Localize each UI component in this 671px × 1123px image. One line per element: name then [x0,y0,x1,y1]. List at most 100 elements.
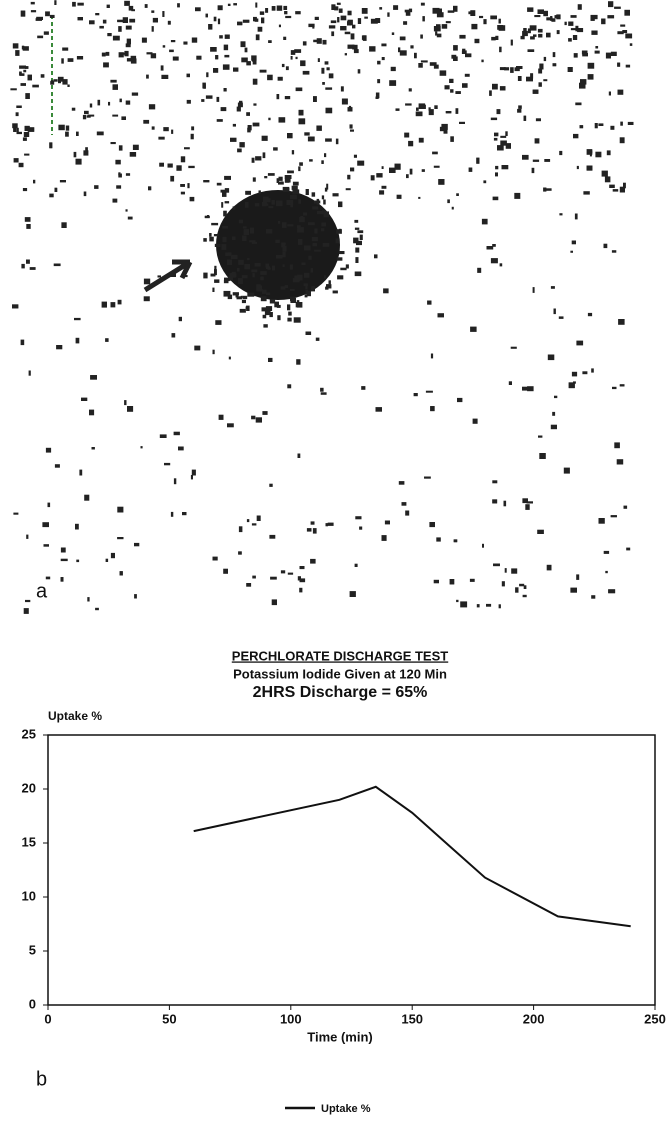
speckle [449,78,454,83]
speckle [601,18,606,25]
speckle [285,66,289,71]
speckle [449,579,455,585]
speckle [321,222,326,227]
speckle [242,226,247,229]
speckle [543,56,547,62]
speckle [118,52,124,58]
speckle [323,275,327,279]
speckle [276,304,281,308]
speckle [75,158,82,165]
speckle [215,55,219,60]
speckle [242,19,250,23]
speckle [510,39,513,46]
speckle [532,159,540,162]
speckle [605,52,611,59]
speckle [260,271,267,275]
speckle [598,123,604,126]
speckle [61,222,67,228]
speckle [546,17,553,21]
speckle [464,73,470,77]
speckle [22,46,29,51]
speckle [126,58,132,62]
speckle [115,159,121,165]
speckle [232,206,236,210]
speckle [299,566,305,570]
speckle [352,44,358,50]
speckle [110,142,116,145]
speckle [537,28,543,33]
speckle [398,47,401,53]
speckle [420,60,428,63]
speckle [538,435,543,438]
speckle [212,287,215,292]
speckle [608,1,614,8]
speckle [254,18,259,22]
speckle [240,41,246,48]
speckle [514,192,521,199]
speckle [624,9,630,16]
x-tick-label: 250 [644,1011,666,1026]
speckle [298,199,301,204]
speckle [266,229,273,234]
speckle [265,8,269,13]
speckle [405,103,412,106]
speckle [354,563,358,567]
speckle [20,83,26,86]
speckle [287,304,291,311]
speckle [259,11,265,15]
y-tick-label: 10 [22,888,36,903]
speckle [533,34,537,37]
speckle [437,313,444,318]
speckle [261,289,267,294]
speckle [420,34,423,39]
speckle [237,268,240,272]
speckle [298,118,306,125]
speckle [465,53,472,58]
speckle [84,110,89,115]
speckle [265,292,271,295]
speckle [278,176,283,181]
speckle [134,594,137,599]
speckle [37,35,44,39]
speckle [445,21,451,24]
speckle [251,523,257,526]
speckle [241,57,248,63]
speckle [118,173,122,178]
speckle [332,290,338,294]
speckle [297,238,303,245]
speckle [504,568,507,573]
x-tick-label: 100 [280,1011,302,1026]
speckle [282,264,285,267]
speckle [252,122,260,127]
speckle [203,238,207,242]
speckle [418,63,423,68]
speckle [539,63,544,70]
y-tick-label: 15 [22,834,36,849]
speckle [35,18,42,21]
speckle [355,247,360,253]
speckle [522,154,529,160]
speckle [381,57,385,61]
speckle [568,38,572,42]
speckle [421,169,425,172]
speckle [619,186,625,193]
speckle [625,33,633,39]
speckle [450,136,454,142]
speckle [247,292,255,297]
speckle [550,424,557,430]
speckle [277,315,281,321]
speckle [117,299,122,305]
speckle [24,125,30,131]
speckle [190,133,194,140]
speckle [251,269,258,273]
speckle [227,3,231,6]
speckle [125,173,131,176]
speckle [434,105,438,109]
speckle [188,165,195,169]
speckle [180,184,185,187]
speckle [49,193,54,198]
speckle [87,114,95,117]
speckle [523,115,527,121]
speckle [67,84,70,87]
speckle [374,254,378,259]
